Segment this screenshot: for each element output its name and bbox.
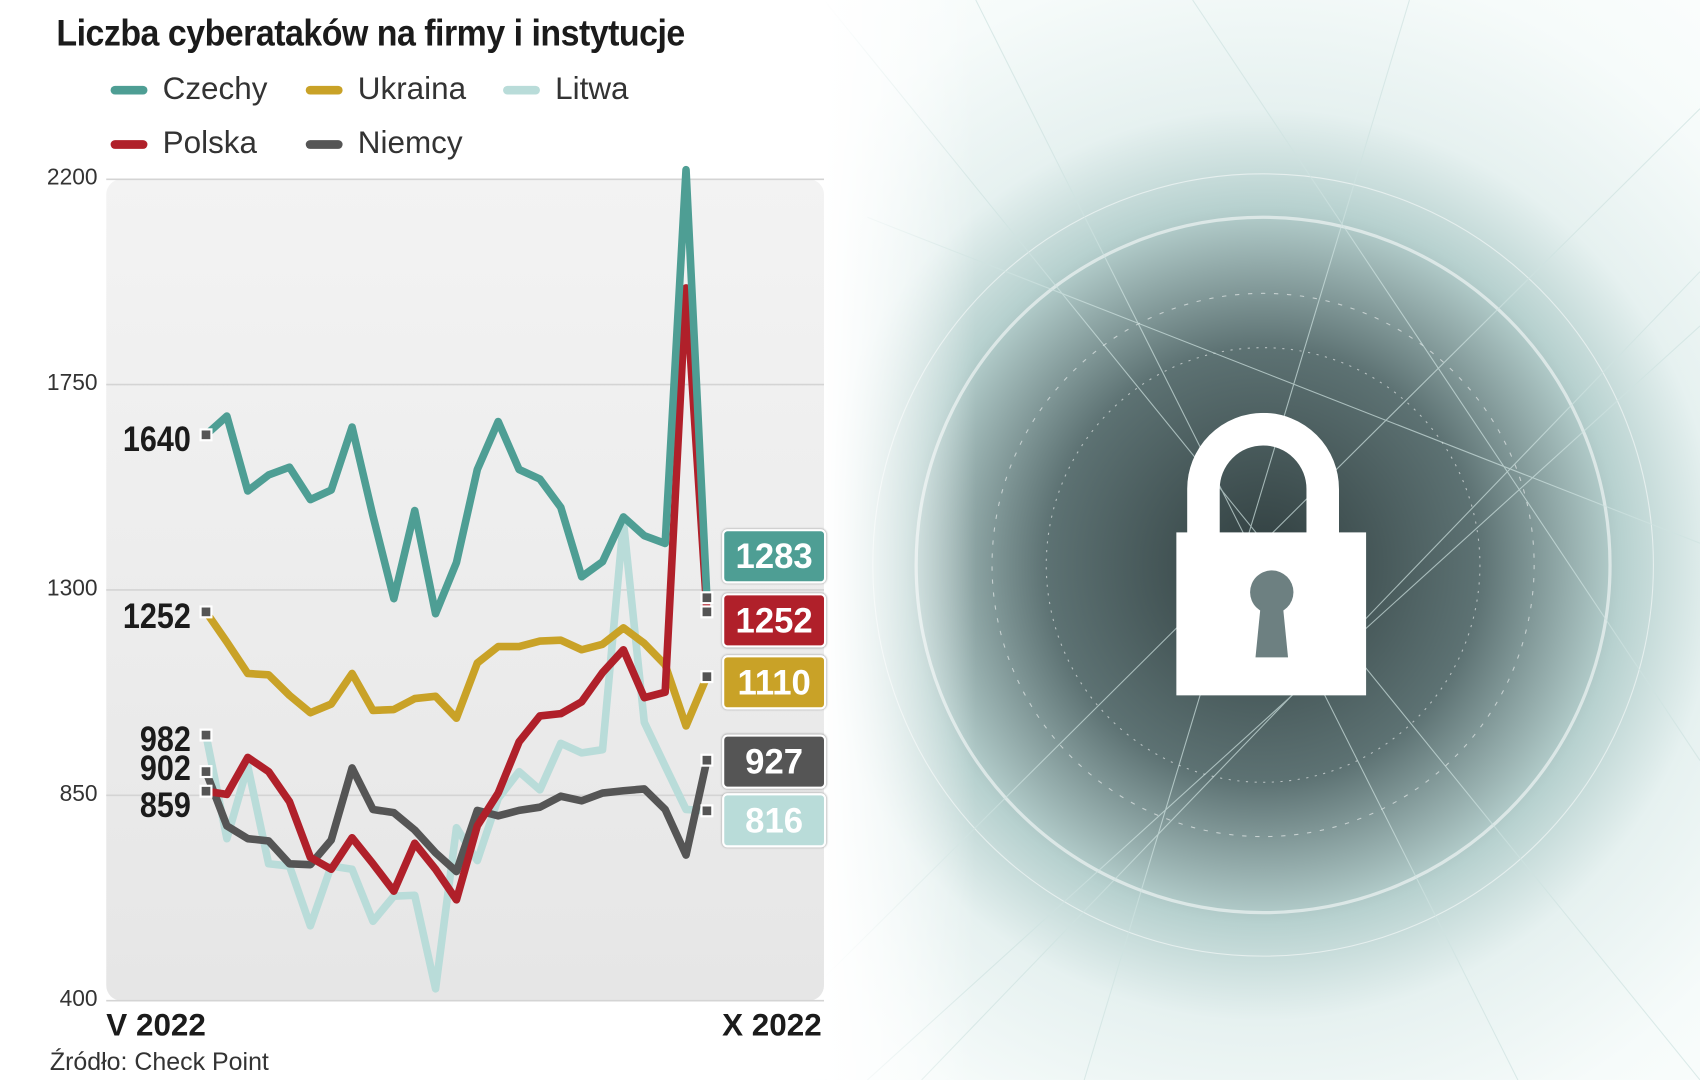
endpoint-marker-niemcy xyxy=(700,753,714,767)
end-label-litwa: 816 xyxy=(722,793,827,848)
y-tick-label: 1750 xyxy=(46,370,98,396)
legend-swatch xyxy=(305,139,343,149)
y-tick-label: 850 xyxy=(59,781,98,807)
legend-swatch xyxy=(503,85,540,94)
legend-label: Czechy xyxy=(162,71,268,107)
end-label-niemcy: 927 xyxy=(722,734,827,789)
endpoint-marker-niemcy xyxy=(199,765,213,779)
end-label-czechy: 1283 xyxy=(722,529,827,584)
start-label-polska: 859 xyxy=(139,785,191,825)
x-start-label: V 2022 xyxy=(106,1008,206,1044)
start-label-czechy: 1640 xyxy=(122,419,191,459)
x-end-label: X 2022 xyxy=(722,1008,822,1044)
endpoint-marker-litwa xyxy=(199,728,213,742)
end-label-ukraina: 1110 xyxy=(722,655,827,710)
legend-label: Polska xyxy=(162,126,258,161)
legend-item-niemcy: Niemcy xyxy=(305,126,463,162)
endpoint-marker-polska xyxy=(199,784,213,798)
start-label-litwa: 982 xyxy=(139,719,191,759)
series-line-niemcy xyxy=(202,756,711,876)
legend-label: Litwa xyxy=(555,71,629,107)
series-line-polska xyxy=(202,284,711,904)
source-note: Źródło: Check Point xyxy=(49,1047,269,1076)
legend-item-litwa: Litwa xyxy=(503,71,629,108)
y-tick-label: 400 xyxy=(59,986,98,1012)
legend-item-czechy: Czechy xyxy=(110,71,268,108)
endpoint-marker-czechy xyxy=(199,428,213,442)
start-label-niemcy: 902 xyxy=(139,748,191,788)
endpoint-marker-litwa xyxy=(700,804,714,818)
endpoint-marker-ukraina xyxy=(700,670,714,684)
series-line-czechy xyxy=(202,165,711,618)
chart-title: Liczba cyberataków na firmy i instytucje xyxy=(56,13,685,55)
endpoint-marker-czechy xyxy=(700,591,714,605)
padlock-icon xyxy=(1176,412,1367,696)
legend-label: Ukraina xyxy=(357,71,467,107)
legend-item-ukraina: Ukraina xyxy=(305,71,467,108)
y-tick-label: 1300 xyxy=(46,575,98,601)
endpoint-marker-ukraina xyxy=(199,605,213,619)
series-line-ukraina xyxy=(202,608,711,730)
series-line-litwa xyxy=(202,517,711,993)
start-label-ukraina: 1252 xyxy=(122,596,191,636)
end-label-polska: 1252 xyxy=(722,593,827,648)
legend-swatch xyxy=(110,139,148,149)
endpoint-marker-polska xyxy=(700,605,714,619)
legend-swatch xyxy=(305,85,343,94)
legend-item-polska: Polska xyxy=(110,126,258,162)
legend-label: Niemcy xyxy=(357,126,463,161)
legend-swatch xyxy=(110,85,148,94)
y-tick-label: 2200 xyxy=(46,165,98,191)
